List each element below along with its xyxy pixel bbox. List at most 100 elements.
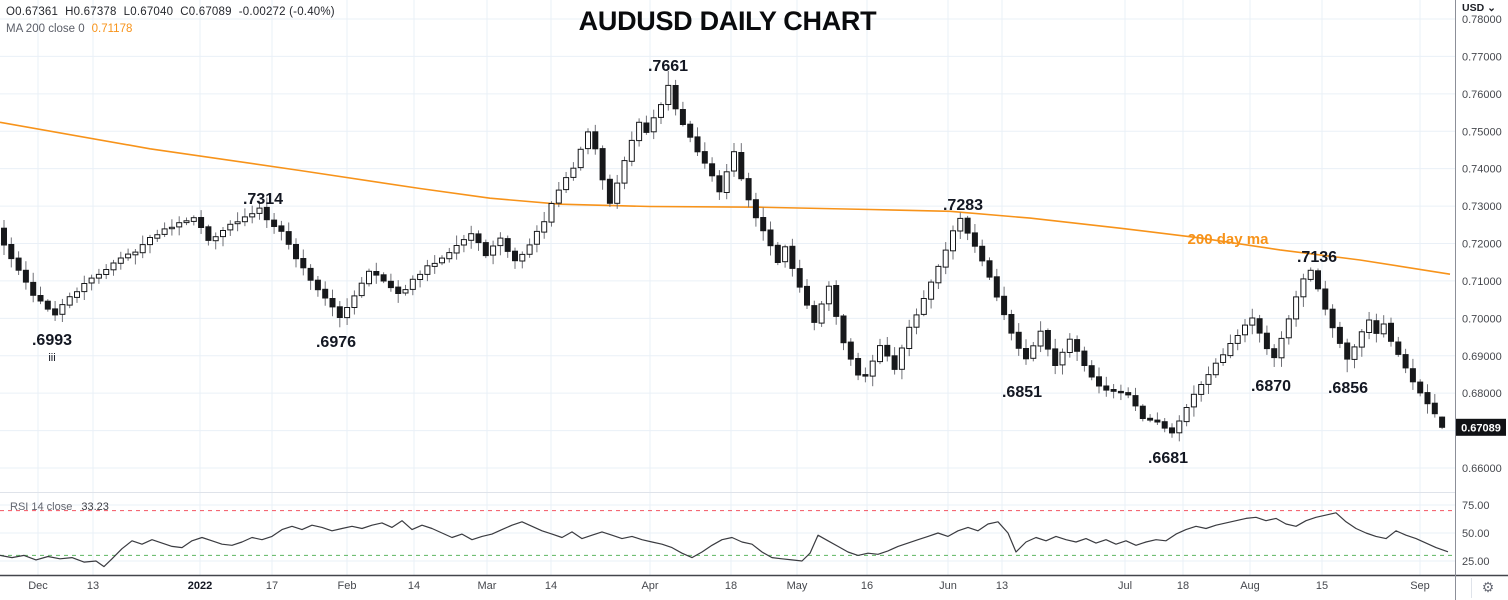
candle-body xyxy=(665,84,672,106)
candle-body xyxy=(37,295,44,302)
candle-body xyxy=(1256,318,1263,334)
candle-body xyxy=(1066,338,1073,354)
time-tick-label: Jun xyxy=(939,580,957,592)
candle-body xyxy=(986,260,993,278)
candle-body xyxy=(336,306,343,318)
candle-body xyxy=(468,233,475,241)
candle-body xyxy=(30,281,37,296)
candle-body xyxy=(1125,392,1132,396)
candle-body xyxy=(577,148,584,169)
candle-body xyxy=(606,178,613,204)
rsi-tick-label: 25.00 xyxy=(1462,556,1490,568)
candle-body xyxy=(847,341,854,360)
ma-readout: MA 200 close 0 0.71178 xyxy=(6,23,132,35)
open-value: 0.67361 xyxy=(15,6,59,18)
candle-body xyxy=(263,206,270,221)
candle-body xyxy=(1439,416,1446,428)
candle-body xyxy=(278,225,285,232)
candle-body xyxy=(942,249,949,268)
candle-body xyxy=(971,232,978,247)
candle-body xyxy=(796,268,803,288)
price-badge-value: 0.67089 xyxy=(1461,422,1501,434)
price-tick-label: 0.71000 xyxy=(1462,276,1502,288)
candle-body xyxy=(271,219,278,228)
candle-body xyxy=(950,230,956,252)
time-tick-label: 15 xyxy=(1316,580,1328,592)
price-tick-label: 0.70000 xyxy=(1462,313,1502,325)
candle-body xyxy=(314,279,321,291)
candle-body xyxy=(636,121,643,142)
time-tick-label: 14 xyxy=(408,580,420,592)
ma-readout-value: 0.71178 xyxy=(91,23,133,35)
ohlc-readout: O0.67361 H0.67378 L0.67040 C0.67089 -0.00272… xyxy=(6,6,335,18)
candle-body xyxy=(125,253,132,259)
time-tick-label: 18 xyxy=(725,580,737,592)
candle-body xyxy=(44,300,51,310)
candle-body xyxy=(176,222,183,228)
price-annotations: .7661 .7314 .6993 iii .6976 .7283 .6851 .6681 .6… xyxy=(32,58,1368,467)
candle-body xyxy=(59,304,66,315)
rsi-tick-label: 50.00 xyxy=(1462,528,1490,540)
time-tick-label: Mar xyxy=(478,580,497,592)
swing-annotation: .7136 xyxy=(1297,249,1337,266)
candle-body xyxy=(1395,341,1402,355)
candle-body xyxy=(1088,365,1095,378)
candle-body xyxy=(1388,322,1394,342)
candle-body xyxy=(95,273,102,279)
ma-200-line xyxy=(0,121,1451,275)
price-tick-label: 0.73000 xyxy=(1462,201,1502,213)
candle-body xyxy=(1220,354,1227,363)
candle-body xyxy=(1285,318,1292,339)
candle-body xyxy=(504,238,511,252)
candle-body xyxy=(716,175,723,193)
candle-body xyxy=(161,228,168,235)
ma-readout-label: MA 200 close 0 xyxy=(6,23,85,35)
rsi-readout-value: 33.23 xyxy=(81,501,109,513)
time-tick-label: Jul xyxy=(1118,580,1132,592)
candle-body xyxy=(563,177,570,191)
candle-body xyxy=(957,217,964,232)
candle-body xyxy=(1242,324,1248,336)
candle-body xyxy=(1366,319,1373,333)
candle-body xyxy=(205,226,212,241)
candle-body xyxy=(1329,308,1336,329)
candle-body xyxy=(643,122,650,133)
candle-body xyxy=(935,265,942,284)
candle-body xyxy=(833,285,840,317)
candle-body xyxy=(1424,392,1431,405)
rsi-pane xyxy=(0,510,1455,568)
candle-body xyxy=(1190,393,1197,408)
candle-body xyxy=(1059,351,1066,366)
price-tick-label: 0.78000 xyxy=(1462,14,1502,26)
candle-body xyxy=(928,281,935,300)
candle-body xyxy=(387,280,394,289)
candle-body xyxy=(979,245,986,262)
currency-selector[interactable]: USD ⌄ xyxy=(1462,2,1496,14)
candle-body xyxy=(460,239,467,246)
candle-body xyxy=(1263,332,1270,350)
swing-annotation: .6976 xyxy=(316,334,356,351)
candle-body xyxy=(395,286,402,295)
candle-body xyxy=(1234,335,1241,344)
candle-body xyxy=(898,347,905,370)
candle-body xyxy=(373,271,380,276)
candle-body xyxy=(1103,385,1110,391)
candle-body xyxy=(52,308,59,316)
candle-body xyxy=(1249,317,1256,326)
candle-body xyxy=(475,233,482,244)
price-axis[interactable]: USD ⌄0.78000 0.77000 0.76000 0.75000 0.74000… xyxy=(1456,2,1506,568)
candle-body xyxy=(760,217,767,232)
candle-body xyxy=(168,226,175,230)
candle-body xyxy=(840,315,847,344)
settings-gear-icon[interactable]: ⚙ xyxy=(1482,579,1495,595)
price-tick-label: 0.72000 xyxy=(1462,239,1502,251)
open-label: O xyxy=(6,6,16,18)
swing-annotation: .6856 xyxy=(1328,380,1368,397)
time-tick-label: Aug xyxy=(1240,580,1260,592)
swing-annotation: .6681 xyxy=(1148,450,1188,467)
high-value: 0.67378 xyxy=(73,6,117,18)
time-axis[interactable]: Dec 13 2022 17 Feb 14 Mar 14 Apr 18 May 16 Jun 13 Jul 1… xyxy=(28,578,1494,598)
grid-lines xyxy=(0,0,1455,575)
candle-body xyxy=(212,236,219,242)
